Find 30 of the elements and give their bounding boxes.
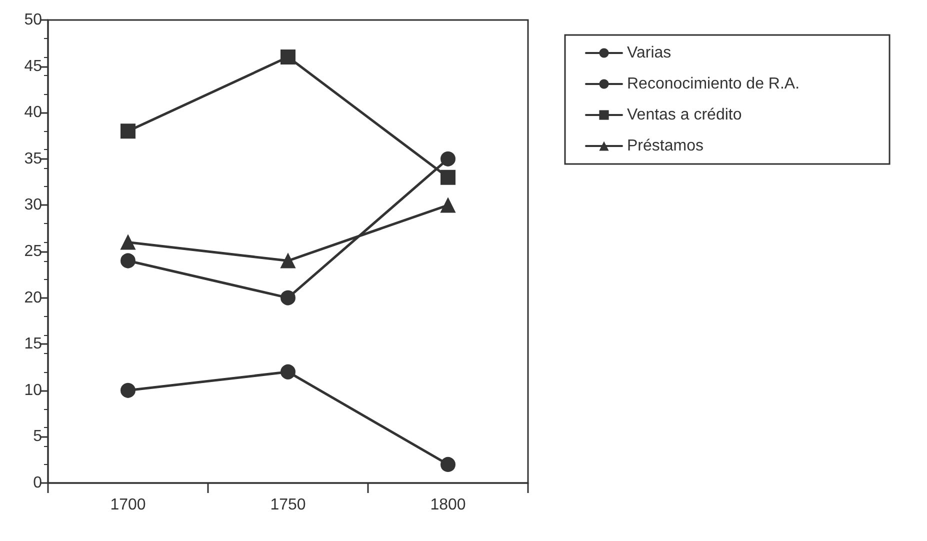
x-tick-label: 1700: [110, 496, 146, 514]
legend-label: Varias: [627, 44, 672, 62]
point: [280, 364, 296, 380]
y-tick-label: 5: [33, 428, 42, 446]
point: [280, 253, 296, 268]
y-tick-label: 40: [24, 104, 42, 122]
point: [120, 253, 136, 268]
point: [280, 50, 296, 65]
point: [440, 456, 456, 472]
point: [440, 198, 456, 213]
legend-label: Ventas a crédito: [627, 106, 742, 124]
legend-label: Préstamos: [627, 138, 704, 154]
y-tick-label: 0: [33, 474, 42, 492]
y-tick-label: 15: [24, 336, 42, 353]
y-tick-label: 30: [24, 196, 42, 214]
y-tick-label: 10: [24, 382, 42, 399]
y-tick-label: 50: [24, 12, 42, 28]
point: [120, 382, 136, 398]
legend-label: Reconocimiento de R.A.: [627, 76, 800, 92]
y-tick-label: 25: [24, 243, 42, 260]
point: [120, 234, 136, 250]
point: [280, 290, 296, 306]
point: [440, 170, 456, 185]
y-tick-label: 45: [24, 58, 42, 75]
y-tick-label: 35: [24, 150, 42, 168]
point: [120, 124, 136, 139]
y-tick-label: 20: [24, 289, 42, 306]
x-tick-label: 1800: [430, 496, 466, 514]
x-tick-label: 1750: [270, 496, 306, 514]
point: [440, 151, 456, 166]
